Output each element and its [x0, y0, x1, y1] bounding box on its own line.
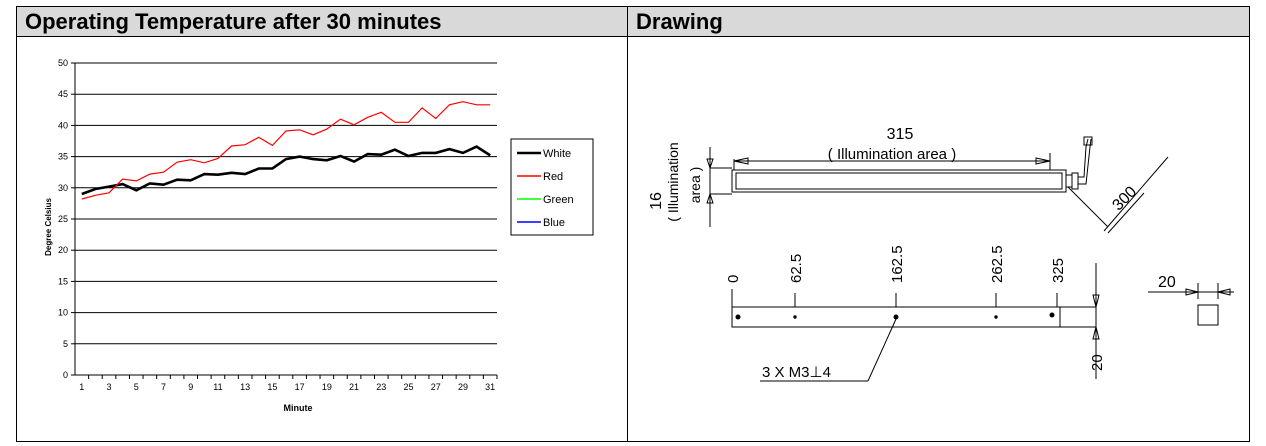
y-tick-label: 35 — [58, 152, 68, 162]
spec-table: Operating Temperature after 30 minutes D… — [16, 6, 1250, 442]
x-tick-label: 19 — [322, 382, 332, 392]
dim-20-vertical: 20 — [1089, 354, 1106, 371]
legend-label-green: Green — [543, 194, 574, 206]
y-tick-label: 5 — [63, 339, 68, 349]
x-tick-label: 15 — [267, 382, 277, 392]
series-line-white — [81, 145, 491, 196]
series-line-red — [81, 101, 491, 200]
y-tick-label: 30 — [58, 183, 68, 193]
dim-62-5: 62.5 — [788, 254, 805, 283]
y-tick-label: 20 — [58, 245, 68, 255]
dim-300: 300 — [1109, 183, 1140, 214]
chart-cell: Degree Celsius Minute 0 5 10 15 20 25 30 35 40 45… — [16, 37, 628, 442]
x-tick-label: 5 — [134, 382, 139, 392]
y-tick-label: 15 — [58, 276, 68, 286]
x-tick-label: 17 — [295, 382, 305, 392]
y-tick-label: 50 — [58, 58, 68, 68]
legend-label-white: White — [543, 148, 571, 160]
hole-callout: 3 X M3⊥4 — [762, 364, 831, 381]
x-tick-label: 3 — [107, 382, 112, 392]
y-tick-label: 0 — [63, 370, 68, 380]
x-tick-label: 7 — [161, 382, 166, 392]
x-tick-label: 21 — [349, 382, 359, 392]
light-bar-end-view — [1148, 283, 1234, 326]
y-tick-label: 10 — [58, 308, 68, 318]
legend-box — [510, 138, 594, 236]
dim-illumination-area: ( Illumination area ) — [828, 146, 956, 163]
drawing-header: Drawing — [627, 6, 1250, 37]
x-tick-label: 25 — [404, 382, 414, 392]
y-tick-label: 40 — [58, 120, 68, 130]
dim-325: 325 — [1050, 258, 1067, 283]
dim-area-vertical: area ) — [687, 167, 703, 204]
temperature-header: Operating Temperature after 30 minutes — [16, 6, 628, 37]
y-tick-label: 25 — [58, 214, 68, 224]
light-bar-top-view — [706, 136, 1169, 234]
dim-315: 315 — [887, 126, 914, 143]
x-tick-label: 29 — [458, 382, 468, 392]
legend-label-red: Red — [543, 171, 563, 183]
dim-162-5: 162.5 — [889, 245, 906, 283]
x-tick-label: 31 — [485, 382, 495, 392]
x-tick-label: 27 — [431, 382, 441, 392]
dim-16: 16 — [648, 192, 665, 210]
dim-20-horizontal: 20 — [1158, 274, 1176, 291]
x-tick-label: 9 — [188, 382, 193, 392]
y-axis-label: Degree Celsius — [44, 198, 53, 256]
x-tick-label: 13 — [240, 382, 250, 392]
x-tick-label: 1 — [79, 382, 84, 392]
drawing-cell: 315 ( Illumination area ) 16 ( Illuminat… — [627, 37, 1250, 442]
legend-label-blue: Blue — [543, 217, 565, 229]
dimension-drawing: 315 ( Illumination area ) 16 ( Illuminat… — [648, 126, 1234, 382]
dim-illumination-vertical: ( Illumination — [665, 142, 681, 221]
y-tick-label: 45 — [58, 89, 68, 99]
x-tick-label: 23 — [376, 382, 386, 392]
dim-262-5: 262.5 — [989, 245, 1006, 283]
dim-0: 0 — [725, 275, 742, 283]
chart-legend: White Red Green Blue — [510, 138, 594, 236]
x-tick-label: 11 — [213, 382, 222, 392]
x-axis-label: Minute — [284, 403, 313, 413]
temperature-chart: Degree Celsius Minute 051015202530354045… — [44, 58, 594, 413]
light-bar-side-view — [731, 263, 1100, 382]
